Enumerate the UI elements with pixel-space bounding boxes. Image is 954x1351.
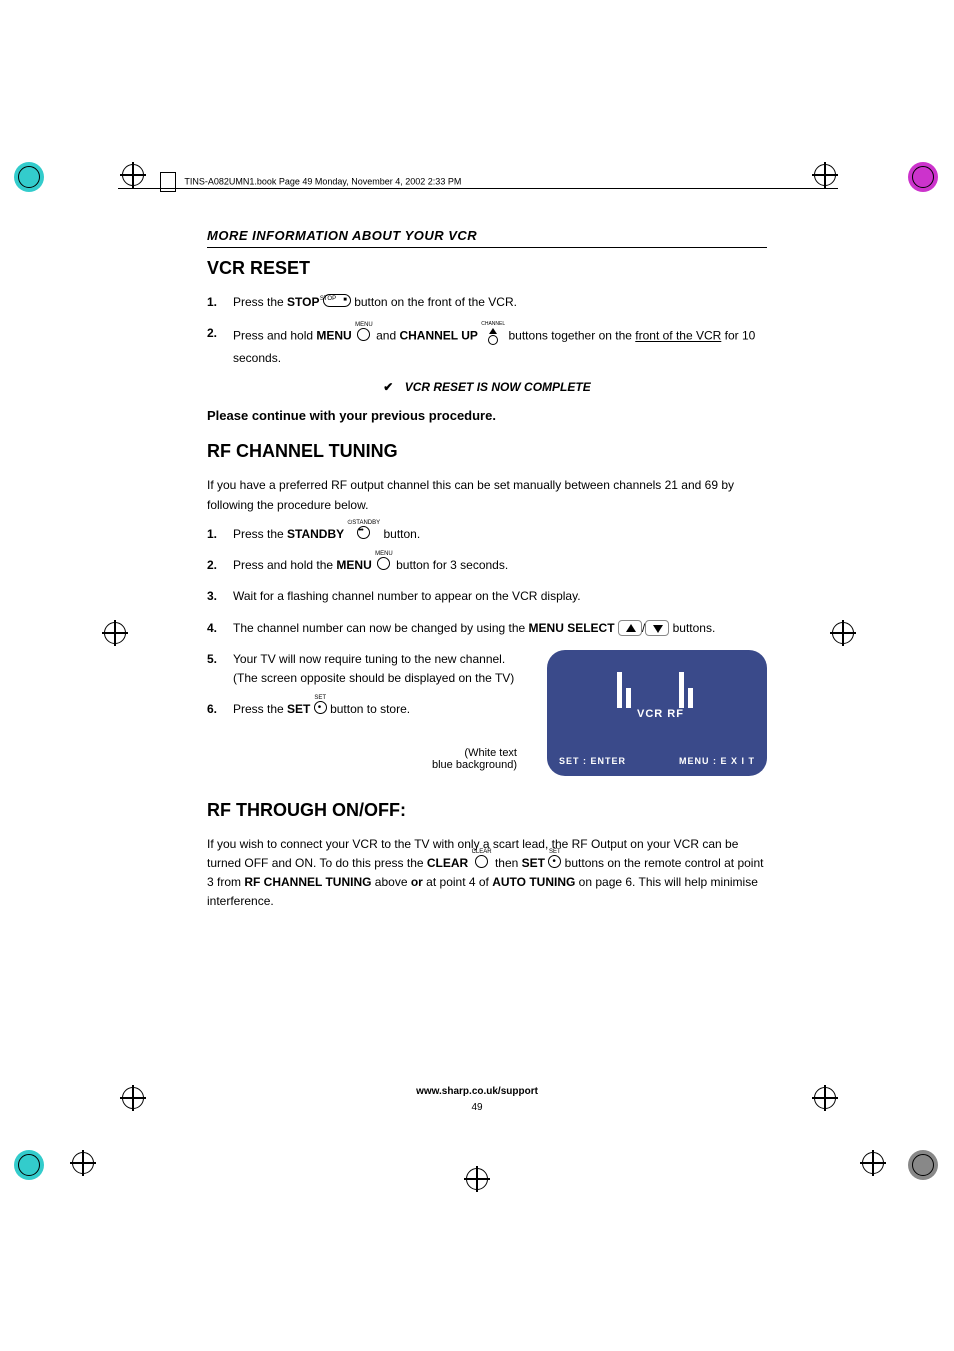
crop-mark-bl2 xyxy=(70,1150,96,1176)
clear-label: CLEAR xyxy=(427,856,468,870)
tv-screen: VCR RF SET : ENTER MENU : E X I T xyxy=(547,650,767,776)
vcr-reset-step-1: 1. Press the STOP STOP button on the fro… xyxy=(207,293,767,312)
tv-footer-left: SET : ENTER xyxy=(559,756,626,766)
section-title: MORE INFORMATION ABOUT YOUR VCR xyxy=(207,228,767,243)
menu-button-icon: MENU xyxy=(355,322,373,341)
crop-mark-mr xyxy=(830,620,856,646)
tv-label: VCR RF xyxy=(637,708,684,720)
set-button-icon: SET xyxy=(548,849,561,868)
ref-rf-tuning: RF CHANNEL TUNING xyxy=(244,875,371,889)
footer-url: www.sharp.co.uk/support xyxy=(0,1086,954,1097)
menu-label: MENU xyxy=(316,329,351,343)
step-body: Press the STOP STOP button on the front … xyxy=(233,293,767,312)
rf-step-1: 1. Press the STANDBY ⏻STANDBY button. xyxy=(207,525,767,544)
page-content: MORE INFORMATION ABOUT YOUR VCR VCR RESE… xyxy=(207,228,767,922)
crop-mark-tr xyxy=(812,162,838,188)
rf-step-6: 6. Press the SET SET button to store. xyxy=(207,700,527,719)
header-rule xyxy=(118,188,838,189)
ref-auto-tuning: AUTO TUNING xyxy=(492,875,575,889)
menu-up-icon xyxy=(618,620,642,636)
vcr-reset-steps: 1. Press the STOP STOP button on the fro… xyxy=(207,293,767,368)
crop-mark-bl-color xyxy=(14,1150,44,1180)
section-rule xyxy=(207,247,767,248)
step-num: 2. xyxy=(207,324,233,368)
tv-bars xyxy=(617,672,693,708)
file-header: TINS-A082UMN1.book Page 49 Monday, Novem… xyxy=(160,172,461,192)
stop-button-icon: STOP xyxy=(323,294,351,307)
tv-bar xyxy=(679,672,684,708)
rf-step-2: 2. Press and hold the MENU MENU button f… xyxy=(207,556,767,575)
clear-button-icon: CLEAR xyxy=(472,849,492,868)
tv-bar xyxy=(626,688,631,708)
crop-mark-bc xyxy=(464,1166,490,1192)
tv-caption: (White text blue background) xyxy=(207,747,517,771)
stop-label: STOP xyxy=(287,295,319,309)
menu-select-label: MENU SELECT xyxy=(529,621,615,635)
step5-left: 5. Your TV will now require tuning to th… xyxy=(207,650,527,772)
tv-bar xyxy=(688,688,693,708)
step-body: Press and hold MENU MENU and CHANNEL UP … xyxy=(233,324,767,368)
continue-note: Please continue with your previous proce… xyxy=(207,408,767,423)
channel-up-label: CHANNEL UP xyxy=(399,329,477,343)
rf-step-5: 5. Your TV will now require tuning to th… xyxy=(207,650,527,688)
tv-footer: SET : ENTER MENU : E X I T xyxy=(559,756,755,766)
file-header-text: TINS-A082UMN1.book Page 49 Monday, Novem… xyxy=(184,176,461,186)
tv-footer-right: MENU : E X I T xyxy=(679,756,755,766)
rf-tuning-heading: RF CHANNEL TUNING xyxy=(207,441,767,462)
menu-button-icon: MENU xyxy=(375,551,393,570)
channel-up-icon: CHANNEL xyxy=(481,320,505,345)
crop-mark-br-color xyxy=(908,1150,938,1180)
rf-step-3: 3. Wait for a flashing channel number to… xyxy=(207,587,767,606)
menu-label: MENU xyxy=(336,558,371,572)
or-text: or xyxy=(411,875,423,889)
tv-bar xyxy=(617,672,622,708)
reset-complete-text: VCR RESET IS NOW COMPLETE xyxy=(405,380,591,394)
step-num: 1. xyxy=(207,293,233,312)
standby-label: STANDBY xyxy=(287,527,344,541)
crop-mark-tr-color xyxy=(908,162,938,192)
reset-complete: ✔ VCR RESET IS NOW COMPLETE xyxy=(207,380,767,394)
rf-step-4: 4. The channel number can now be changed… xyxy=(207,619,767,638)
set-label: SET xyxy=(522,856,545,870)
crop-mark-br2 xyxy=(860,1150,886,1176)
menu-down-icon xyxy=(645,620,669,636)
vcr-reset-step-2: 2. Press and hold MENU MENU and CHANNEL … xyxy=(207,324,767,368)
set-button-icon: SET xyxy=(314,695,327,714)
set-label: SET xyxy=(287,702,310,716)
crop-mark-ml xyxy=(102,620,128,646)
check-icon: ✔ xyxy=(383,380,393,394)
rf-through-heading: RF THROUGH ON/OFF: xyxy=(207,800,767,821)
crop-mark-tl-color xyxy=(14,162,44,192)
front-of-vcr-link: front of the VCR xyxy=(635,329,721,343)
book-icon xyxy=(160,172,176,192)
rf-tuning-intro: If you have a preferred RF output channe… xyxy=(207,476,767,514)
vcr-reset-heading: VCR RESET xyxy=(207,258,767,279)
step5-row: 5. Your TV will now require tuning to th… xyxy=(207,650,767,776)
standby-button-icon: ⏻STANDBY xyxy=(348,520,381,539)
rf-tuning-steps: 1. Press the STANDBY ⏻STANDBY button. 2.… xyxy=(207,525,767,638)
footer-page: 49 xyxy=(0,1102,954,1113)
rf-through-para: If you wish to connect your VCR to the T… xyxy=(207,835,767,912)
crop-mark-tl xyxy=(120,162,146,188)
